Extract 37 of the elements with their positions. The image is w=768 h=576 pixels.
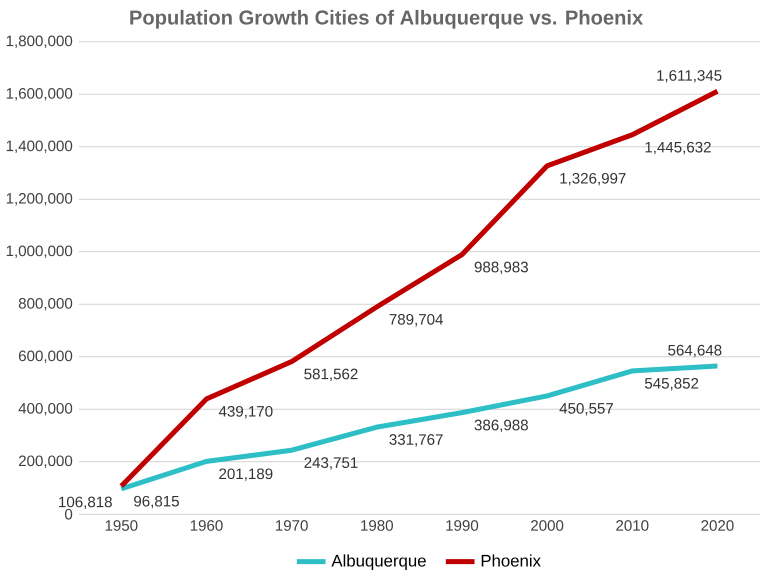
data-label: 106,818: [59, 496, 112, 510]
y-tick-label: 1,600,000: [6, 88, 72, 101]
data-label: 243,751: [304, 457, 358, 470]
x-tick-label: 2000: [531, 520, 564, 531]
data-label: 581,562: [304, 368, 358, 382]
data-label: 988,983: [474, 262, 528, 274]
y-tick-label: 1,200,000: [6, 193, 72, 206]
y-tick-label: 400,000: [18, 403, 72, 416]
x-tick-label: 1980: [361, 520, 393, 531]
data-label: 564,648: [668, 344, 722, 358]
x-tick-label: 2020: [701, 520, 734, 531]
y-tick-label: 200,000: [18, 456, 72, 468]
data-label: 386,988: [474, 420, 528, 432]
y-tick-label: 1,400,000: [6, 140, 72, 154]
chart-title: Population Growth Cities of Albuquerque vs. Phoenix: [130, 10, 644, 29]
y-tick-label: 1,000,000: [6, 246, 72, 258]
data-label: 789,704: [390, 314, 443, 327]
data-label: 96,815: [134, 496, 179, 508]
legend-label: Albuquerque: [331, 554, 426, 570]
legend-label: Phoenix: [482, 554, 541, 567]
data-label: 545,852: [644, 378, 698, 391]
data-label: 1,326,997: [560, 173, 626, 186]
data-label: 1,445,632: [646, 142, 711, 154]
data-label: 201,189: [219, 468, 272, 482]
y-tick-label: 600,000: [18, 350, 72, 364]
data-label: 439,170: [218, 406, 273, 419]
x-tick-label: 1970: [276, 520, 308, 531]
y-tick-label: 1,800,000: [6, 36, 72, 48]
y-tick-label: 800,000: [18, 298, 72, 311]
data-label: 450,557: [560, 403, 613, 416]
y-tick-label: 0: [64, 509, 72, 520]
x-tick-label: 2010: [616, 520, 648, 531]
data-label: 1,611,345: [657, 70, 722, 83]
x-tick-label: 1960: [190, 520, 223, 531]
x-tick-label: 1950: [106, 520, 138, 531]
data-label: 331,767: [389, 434, 443, 447]
x-tick-label: 1990: [446, 520, 478, 531]
